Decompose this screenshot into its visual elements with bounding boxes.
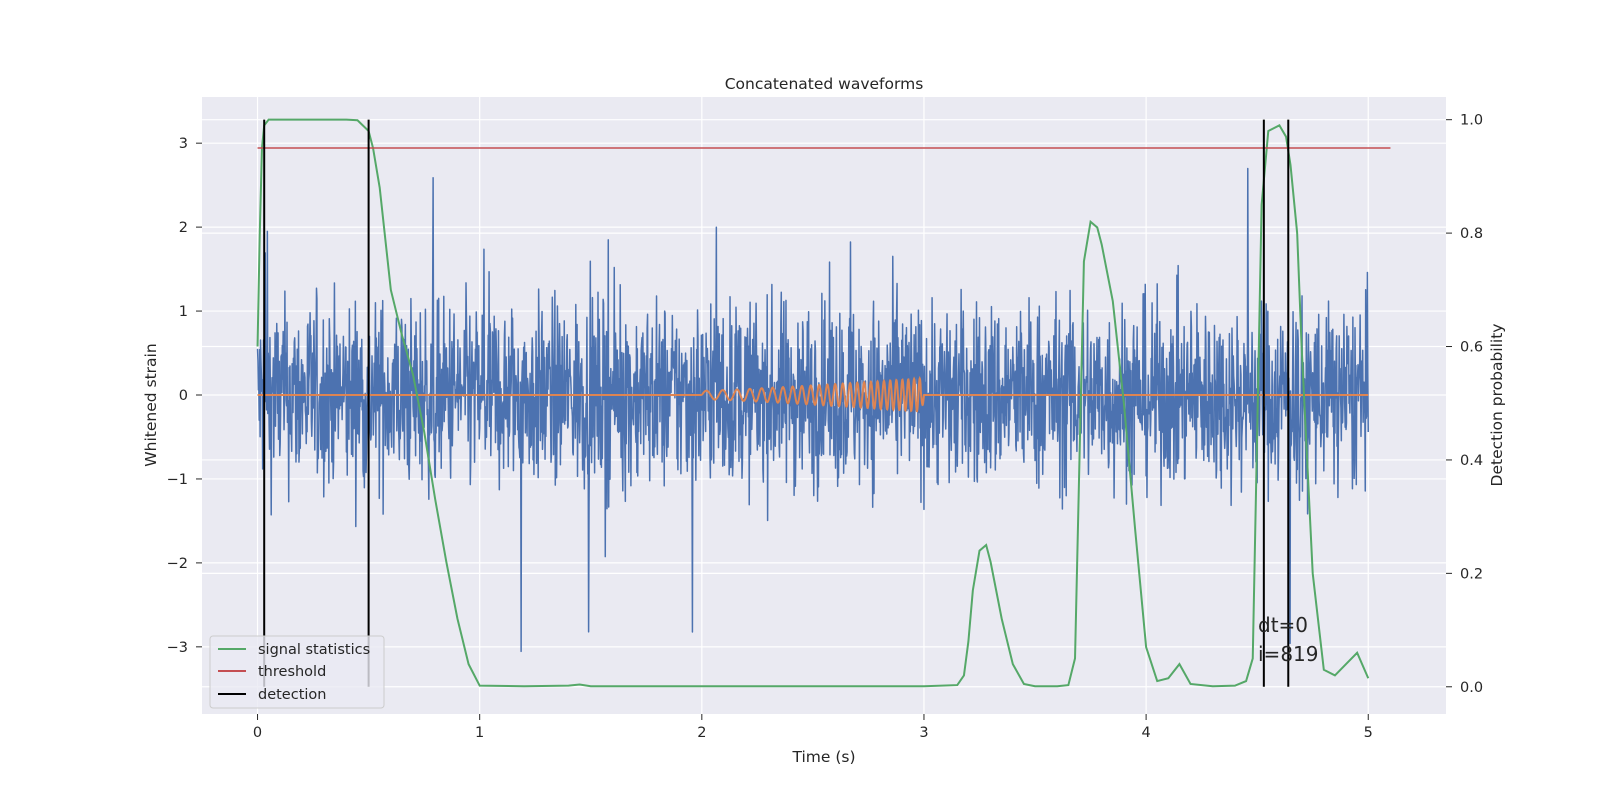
x-tick-label: 3	[919, 725, 928, 741]
x-tick-label: 2	[697, 725, 706, 741]
y-tick-label: 0	[179, 388, 188, 404]
x-axis-ticks: 0 1 2 3 4 5	[253, 714, 1373, 741]
x-axis-label: Time (s)	[791, 748, 855, 766]
x-tick-label: 5	[1364, 725, 1373, 741]
right-y-tick-label: 0.4	[1460, 453, 1483, 469]
annotation-dt: dt=0	[1258, 613, 1308, 637]
x-tick-label: 1	[475, 725, 484, 741]
legend-signal-statistics-label: signal statistics	[258, 642, 370, 658]
legend: signal statistics threshold detection	[209, 635, 385, 709]
y-tick-label: 1	[179, 304, 188, 320]
legend-detection-label: detection	[258, 687, 326, 703]
y-tick-label: 2	[179, 220, 188, 236]
detection-lines	[263, 119, 1290, 687]
plot-area	[256, 118, 1391, 688]
y-axis-label: Whitened strain	[142, 343, 160, 466]
strain-series-line	[256, 167, 1369, 653]
right-y-axis-ticks: 0.0 0.2 0.4 0.6 0.8 1.0	[1446, 113, 1483, 696]
annotation-index: i=819	[1258, 642, 1319, 666]
y-tick-label: −3	[167, 640, 188, 656]
right-y-tick-label: 1.0	[1460, 113, 1483, 129]
y-axis-ticks: −3 −2 −1 0 1 2 3	[167, 136, 202, 656]
right-y-tick-label: 0.0	[1460, 680, 1483, 696]
right-y-tick-label: 0.6	[1460, 340, 1483, 356]
chart-title: Concatenated waveforms	[725, 75, 924, 93]
x-tick-label: 0	[253, 725, 262, 741]
right-y-axis-label: Detection probability	[1488, 324, 1506, 487]
y-tick-label: −1	[167, 472, 188, 488]
legend-threshold-label: threshold	[258, 664, 326, 680]
x-tick-label: 4	[1141, 725, 1150, 741]
y-tick-label: −2	[167, 556, 188, 572]
y-tick-label: 3	[179, 136, 188, 152]
legend-box	[209, 635, 385, 709]
right-y-tick-label: 0.2	[1460, 566, 1483, 582]
injected-waveform-line	[257, 375, 1369, 413]
right-y-tick-label: 0.8	[1460, 226, 1483, 242]
signal-statistics-line	[256, 118, 1370, 688]
